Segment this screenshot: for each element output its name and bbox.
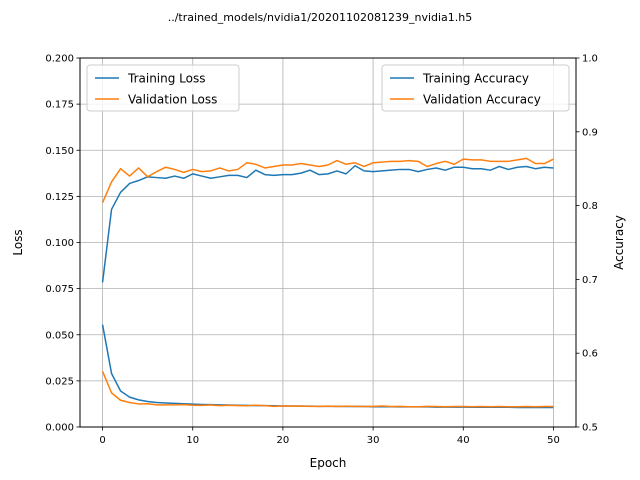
accuracy-line-0 (101, 165, 554, 283)
x-tick-label: 50 (547, 435, 560, 446)
chart-title: ../trained_models/nvidia1/20201102081239… (168, 11, 473, 24)
legend-entry-label: Validation Accuracy (423, 93, 541, 107)
y-left-tick-label: 0.200 (45, 54, 74, 65)
x-tick-label: 20 (277, 435, 290, 446)
legend-entry-label: Validation Loss (128, 93, 217, 107)
legend-box (381, 64, 570, 112)
legend-loss: Training Loss Validation Loss (86, 64, 240, 112)
y-axis-right: 0.5 0.6 0.7 0.8 0.9 1.0 (576, 54, 598, 434)
y-left-tick-label: 0.150 (45, 146, 74, 157)
x-tick-label: 40 (457, 435, 470, 446)
x-axis: 0 10 20 30 40 50 (99, 427, 560, 446)
y-left-tick-label: 0.075 (45, 284, 74, 295)
y-left-tick-label: 0.000 (45, 423, 74, 434)
y-left-tick-label: 0.100 (45, 238, 74, 249)
y-axis-left: 0.000 0.025 0.050 0.075 0.100 0.125 0.150 0.175… (45, 54, 80, 434)
loss-line-0 (101, 324, 554, 409)
y-axis-left-label: Loss (11, 229, 25, 255)
legend-box (86, 64, 240, 112)
y-left-tick-label: 0.125 (45, 192, 74, 203)
y-right-tick-label: 0.8 (582, 201, 598, 212)
legend-entry-label: Training Loss (127, 72, 205, 86)
loss-line-1 (101, 370, 554, 408)
y-right-tick-label: 0.6 (582, 349, 598, 360)
x-tick-label: 10 (186, 435, 199, 446)
x-axis-label: Epoch (310, 456, 347, 470)
series-lines (101, 157, 554, 409)
y-right-tick-label: 0.5 (582, 423, 598, 434)
x-tick-label: 30 (367, 435, 380, 446)
y-right-tick-label: 0.7 (582, 275, 598, 286)
y-left-tick-label: 0.050 (45, 330, 74, 341)
y-right-tick-label: 0.9 (582, 127, 598, 138)
x-tick-label: 0 (99, 435, 105, 446)
accuracy-line-1 (101, 157, 554, 203)
y-right-tick-label: 1.0 (582, 54, 598, 65)
y-axis-right-label: Accuracy (612, 215, 626, 270)
legend-entry-label: Training Accuracy (422, 72, 529, 86)
y-left-tick-label: 0.025 (45, 376, 74, 387)
y-left-tick-label: 0.175 (45, 100, 74, 111)
legend-accuracy: Training Accuracy Validation Accuracy (381, 64, 570, 112)
grid (80, 57, 576, 428)
